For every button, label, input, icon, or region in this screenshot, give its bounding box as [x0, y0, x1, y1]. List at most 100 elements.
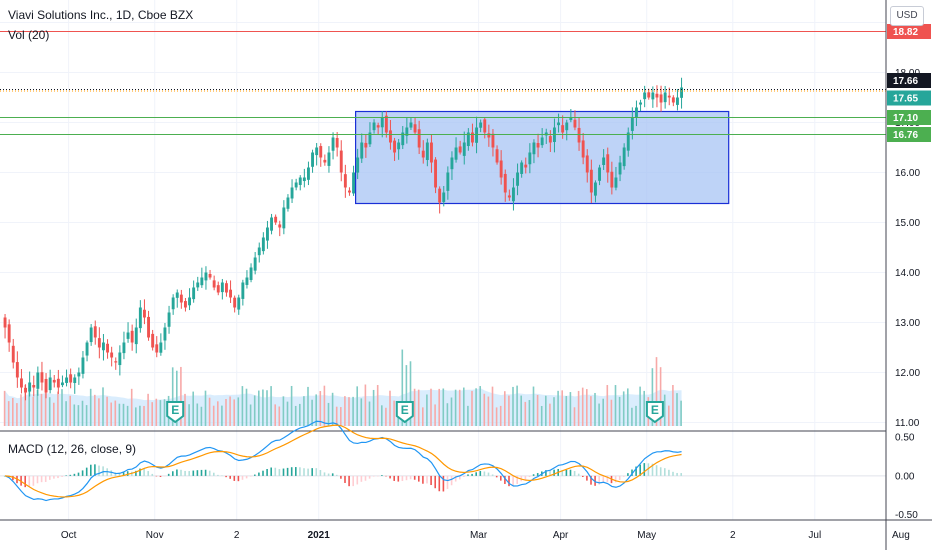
candle-body: [532, 142, 536, 155]
candle-body: [93, 326, 97, 338]
volume-bar: [122, 403, 125, 426]
volume-bar: [413, 388, 416, 426]
macd-histogram-bar: [487, 472, 490, 476]
macd-histogram-bar: [213, 472, 215, 476]
candle: [245, 270, 249, 289]
macd-histogram-bar: [172, 471, 174, 476]
candle-body: [249, 267, 253, 280]
candle-body: [430, 142, 433, 163]
candle: [544, 128, 548, 144]
candle-body: [11, 345, 15, 363]
volume-bar: [344, 396, 346, 426]
candle: [499, 150, 503, 185]
volume-bar: [98, 398, 100, 426]
candle-body: [208, 273, 212, 278]
candle: [594, 180, 597, 203]
candle: [56, 369, 60, 394]
candle-body: [155, 344, 159, 353]
candle-body: [3, 317, 7, 328]
candle-body: [245, 277, 249, 285]
candle-body: [639, 102, 642, 105]
candle: [69, 368, 73, 389]
candle-body: [368, 132, 372, 145]
macd-histogram-bar: [418, 475, 420, 482]
macd-histogram-bar: [110, 470, 113, 476]
candle-body: [471, 132, 474, 143]
candle-body: [307, 167, 310, 180]
macd-histogram-bar: [463, 475, 465, 477]
macd-histogram-bar: [262, 470, 264, 476]
candle-body: [52, 379, 56, 383]
macd-histogram-bar: [565, 469, 568, 476]
candle-body: [671, 97, 675, 103]
candle: [676, 89, 679, 111]
macd-histogram-bar: [639, 464, 641, 476]
candle-body: [528, 152, 532, 165]
volume-bar: [417, 389, 420, 426]
volume-bar: [48, 397, 51, 426]
macd-histogram-bar: [81, 470, 84, 476]
volume-bar: [659, 367, 662, 426]
candle-body: [446, 172, 450, 191]
volume-bar: [446, 403, 449, 426]
volume-bar: [16, 403, 18, 426]
volume-bar: [545, 395, 547, 426]
price-axis-tag-bg: [887, 110, 931, 125]
volume-bar: [7, 401, 10, 426]
candle: [274, 214, 278, 225]
candle-body: [397, 142, 401, 150]
macd-histogram-bar: [536, 473, 539, 476]
volume-bar: [393, 400, 395, 426]
volume-bar: [635, 405, 637, 426]
macd-histogram-bar: [528, 475, 531, 478]
volume-bar: [655, 357, 658, 426]
candle: [220, 278, 224, 300]
macd-histogram-bar: [278, 469, 281, 476]
candle: [651, 86, 655, 108]
macd-histogram-bar: [77, 472, 80, 476]
candle: [278, 220, 282, 237]
candle: [282, 200, 286, 235]
macd-histogram-bar: [413, 475, 416, 480]
time-tick-label: Aug: [892, 530, 910, 541]
candle-body: [118, 352, 122, 366]
candle-body: [561, 125, 565, 133]
candle-body: [20, 378, 23, 388]
volume-bar: [524, 401, 527, 426]
macd-histogram-bar: [303, 468, 305, 476]
macd-histogram-bar: [582, 475, 584, 477]
volume-bar: [381, 405, 383, 426]
macd-histogram-bar: [623, 475, 625, 477]
candle: [413, 117, 417, 135]
candle: [376, 122, 380, 134]
candle-body: [151, 333, 155, 348]
candle: [655, 85, 659, 108]
volume-bar: [221, 405, 223, 426]
candle-body: [323, 159, 327, 163]
macd-histogram-bar: [180, 469, 182, 476]
volume-bar: [85, 405, 88, 426]
volume-bar: [180, 366, 182, 426]
volume-bar: [376, 385, 379, 426]
candle: [520, 160, 524, 178]
currency-button[interactable]: USD: [890, 6, 924, 26]
candle: [36, 366, 40, 396]
volume-bars: [3, 349, 682, 426]
time-tick-label: 2: [234, 530, 240, 541]
macd-histogram-bar: [348, 475, 350, 487]
candle: [384, 111, 388, 138]
volume-bar: [356, 386, 358, 426]
macd-histogram-bar: [340, 475, 342, 479]
macd-histogram-bar: [586, 475, 588, 481]
candle: [626, 127, 630, 157]
volume-bar: [323, 385, 326, 426]
candle-body: [438, 188, 442, 203]
volume-bar: [401, 349, 404, 426]
macd-histogram-bar: [450, 475, 453, 486]
chart-title: Viavi Solutions Inc., 1D, Cboe BZX: [8, 8, 194, 22]
candle: [294, 178, 298, 191]
macd-histogram-bar: [151, 473, 154, 476]
volume-bar: [495, 407, 498, 426]
candle-body: [77, 372, 81, 377]
